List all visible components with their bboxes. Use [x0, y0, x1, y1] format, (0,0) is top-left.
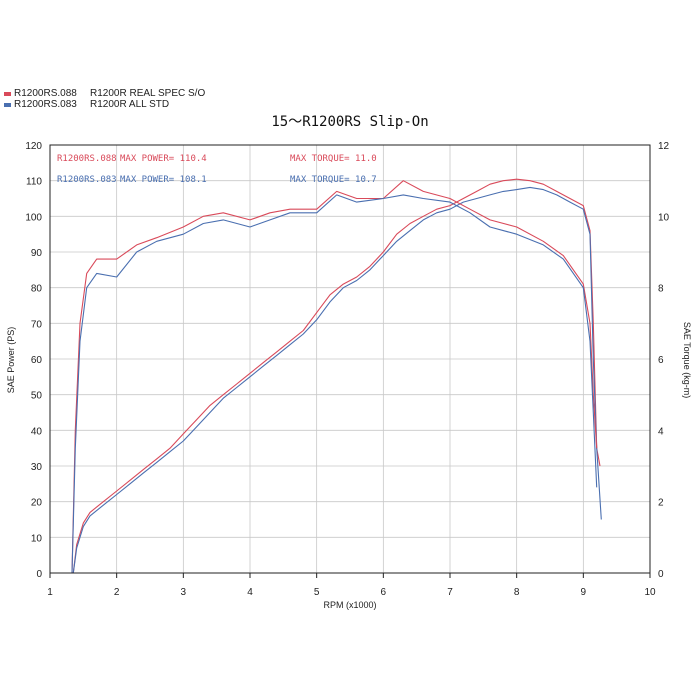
legend-swatch-blue	[4, 102, 11, 107]
x-tick-label: 10	[644, 587, 656, 598]
legend-item: R1200RS.083 R1200R ALL STD	[4, 99, 205, 110]
y-tick-label: 30	[31, 462, 43, 473]
x-tick-label: 3	[181, 587, 187, 598]
series-line	[72, 186, 602, 574]
axis-ticks: 1 2 3 4 5 6 7 8 9 1001020304050607080901001101200…	[25, 141, 669, 598]
y2-axis-title: SAE Torque (kg-m)	[682, 322, 692, 398]
x-axis-title: RPM (x1000)	[323, 600, 376, 610]
series-line	[72, 178, 601, 574]
legend-swatch-red	[4, 91, 11, 96]
y-tick-label: 90	[31, 248, 43, 259]
annotation-max-torque: MAX TORQUE= 11.0	[290, 154, 377, 164]
chart-grid	[49, 144, 651, 574]
x-tick-label: 4	[247, 587, 253, 598]
y-tick-label: 20	[31, 498, 43, 509]
y-tick-label: 70	[31, 319, 43, 330]
y-tick-label: 0	[36, 569, 42, 580]
x-tick-label: 2	[114, 587, 120, 598]
y-tick-label: 110	[26, 177, 42, 188]
legend: R1200RS.088 R1200R REAL SPEC S/O R1200RS…	[4, 88, 205, 110]
x-tick-label: 9	[581, 587, 587, 598]
y-tick-label: 40	[31, 426, 43, 437]
legend-code: R1200RS.088	[14, 88, 77, 99]
annotation-max-power: MAX POWER= 108.1	[120, 175, 207, 185]
y-axis-title: SAE Power (PS)	[6, 327, 16, 394]
annotation-label: R1200RS.088	[57, 154, 117, 164]
x-tick-label: 6	[381, 587, 387, 598]
y2-tick-label: 6	[658, 355, 664, 366]
y-tick-label: 50	[31, 391, 43, 402]
annotation-max-power: MAX POWER= 110.4	[120, 154, 207, 164]
x-tick-label: 1	[47, 587, 53, 598]
x-tick-label: 8	[514, 587, 520, 598]
legend-item: R1200RS.088 R1200R REAL SPEC S/O	[4, 88, 205, 99]
annotation-label: R1200RS.083	[57, 175, 117, 185]
series-line	[71, 180, 598, 574]
y-tick-label: 60	[31, 355, 43, 366]
y2-tick-label: 10	[658, 212, 670, 223]
x-tick-label: 7	[447, 587, 453, 598]
legend-desc: R1200R ALL STD	[90, 99, 170, 110]
y2-tick-label: 12	[658, 141, 670, 152]
plot-frame	[49, 144, 651, 574]
y-tick-label: 80	[31, 284, 43, 295]
y2-tick-label: 2	[658, 498, 664, 509]
chart-annotations: R1200RS.088 MAX POWER= 110.4 MAX TORQUE= 1…	[57, 154, 377, 185]
y-tick-label: 100	[25, 212, 42, 223]
y2-tick-label: 8	[658, 284, 664, 295]
annotation-max-torque: MAX TORQUE= 10.7	[290, 175, 377, 185]
y2-tick-label: 0	[658, 569, 664, 580]
y2-tick-label: 4	[658, 426, 664, 437]
y-tick-label: 120	[25, 141, 42, 152]
x-tick-label: 5	[314, 587, 320, 598]
chart-series	[71, 178, 602, 574]
chart-title: 15～R1200RS Slip-On	[271, 114, 428, 130]
legend-desc: R1200R REAL SPEC S/O	[90, 88, 206, 99]
series-line	[71, 194, 598, 574]
legend-code: R1200RS.083	[14, 99, 77, 110]
y-tick-label: 10	[31, 533, 43, 544]
